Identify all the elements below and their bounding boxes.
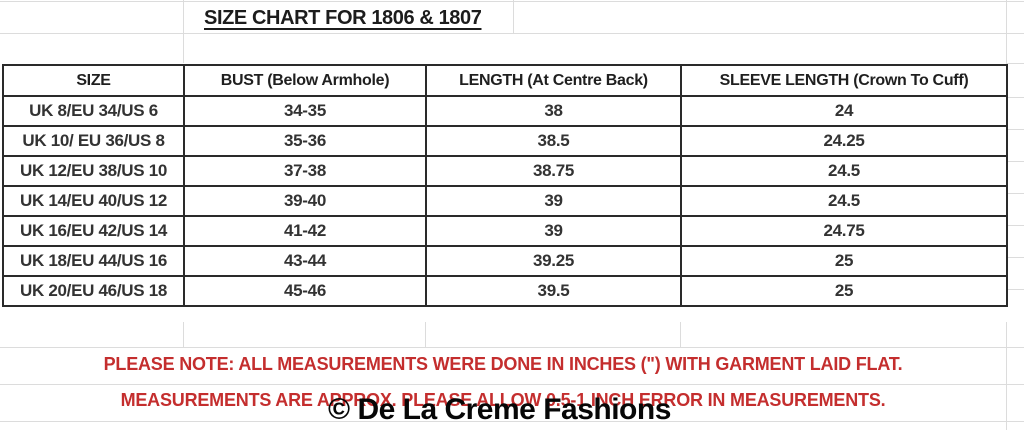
gridline xyxy=(0,33,1024,34)
column-header-bust: BUST (Below Armhole) xyxy=(183,64,427,97)
cell-length: 39 xyxy=(425,185,682,217)
cell-size: UK 16/EU 42/US 14 xyxy=(2,215,185,247)
gridline xyxy=(1006,63,1024,64)
gridline xyxy=(1006,225,1024,226)
gridline xyxy=(513,0,514,33)
cell-sleeve: 25 xyxy=(680,275,1008,307)
disclaimer-line-1: PLEASE NOTE: ALL MEASUREMENTS WERE DONE … xyxy=(103,354,903,374)
disclaimer-line-2: MEASUREMENTS ARE APPROX. PLEASE ALLOW 0.… xyxy=(120,390,886,410)
cell-length: 38 xyxy=(425,95,682,127)
cell-size: UK 12/EU 38/US 10 xyxy=(2,155,185,187)
cell-bust: 41-42 xyxy=(183,215,427,247)
column-header-sleeve: SLEEVE LENGTH (Crown To Cuff) xyxy=(680,64,1008,97)
cell-length: 39 xyxy=(425,215,682,247)
header-row: SIZE BUST (Below Armhole) LENGTH (At Cen… xyxy=(2,64,1008,97)
gridline xyxy=(1006,97,1024,98)
cell-size: UK 18/EU 44/US 16 xyxy=(2,245,185,277)
column-header-length: LENGTH (At Centre Back) xyxy=(425,64,682,97)
cell-size: UK 10/ EU 36/US 8 xyxy=(2,125,185,157)
cell-sleeve: 25 xyxy=(680,245,1008,277)
cell-bust: 39-40 xyxy=(183,185,427,217)
table-row: UK 12/EU 38/US 10 37-38 38.75 24.5 xyxy=(2,155,1008,187)
cell-length: 39.5 xyxy=(425,275,682,307)
gridline xyxy=(1006,0,1007,63)
gridline xyxy=(1006,289,1024,290)
gridline xyxy=(183,322,184,347)
gridline xyxy=(1006,193,1024,194)
gridline xyxy=(0,1,1024,2)
cell-sleeve: 24.5 xyxy=(680,185,1008,217)
cell-bust: 37-38 xyxy=(183,155,427,187)
table-row: UK 8/EU 34/US 6 34-35 38 24 xyxy=(2,95,1008,127)
cell-size: UK 14/EU 40/US 12 xyxy=(2,185,185,217)
cell-length: 38.5 xyxy=(425,125,682,157)
cell-size: UK 20/EU 46/US 18 xyxy=(2,275,185,307)
gridline xyxy=(1006,129,1024,130)
cell-bust: 45-46 xyxy=(183,275,427,307)
gridline xyxy=(0,384,1024,385)
cell-bust: 34-35 xyxy=(183,95,427,127)
page-title: SIZE CHART FOR 1806 & 1807 xyxy=(204,7,482,29)
cell-bust: 35-36 xyxy=(183,125,427,157)
cell-length: 39.25 xyxy=(425,245,682,277)
watermark-text: © De La Creme Fashions xyxy=(328,393,671,426)
size-chart-table: SIZE BUST (Below Armhole) LENGTH (At Cen… xyxy=(2,64,1008,307)
gridline xyxy=(1006,322,1007,430)
cell-sleeve: 24.25 xyxy=(680,125,1008,157)
table-row: UK 16/EU 42/US 14 41-42 39 24.75 xyxy=(2,215,1008,247)
cell-length: 38.75 xyxy=(425,155,682,187)
cell-size: UK 8/EU 34/US 6 xyxy=(2,95,185,127)
cell-sleeve: 24.5 xyxy=(680,155,1008,187)
gridline xyxy=(1006,161,1024,162)
gridline xyxy=(425,322,426,347)
gridline xyxy=(183,0,184,63)
gridline xyxy=(0,421,1024,422)
cell-sleeve: 24 xyxy=(680,95,1008,127)
table-row: UK 18/EU 44/US 16 43-44 39.25 25 xyxy=(2,245,1008,277)
table-row: UK 10/ EU 36/US 8 35-36 38.5 24.25 xyxy=(2,125,1008,157)
gridline xyxy=(0,347,1024,348)
cell-bust: 43-44 xyxy=(183,245,427,277)
table-row: UK 20/EU 46/US 18 45-46 39.5 25 xyxy=(2,275,1008,307)
cell-sleeve: 24.75 xyxy=(680,215,1008,247)
gridline xyxy=(680,322,681,347)
table-row: UK 14/EU 40/US 12 39-40 39 24.5 xyxy=(2,185,1008,217)
column-header-size: SIZE xyxy=(2,64,185,97)
gridline xyxy=(1006,257,1024,258)
